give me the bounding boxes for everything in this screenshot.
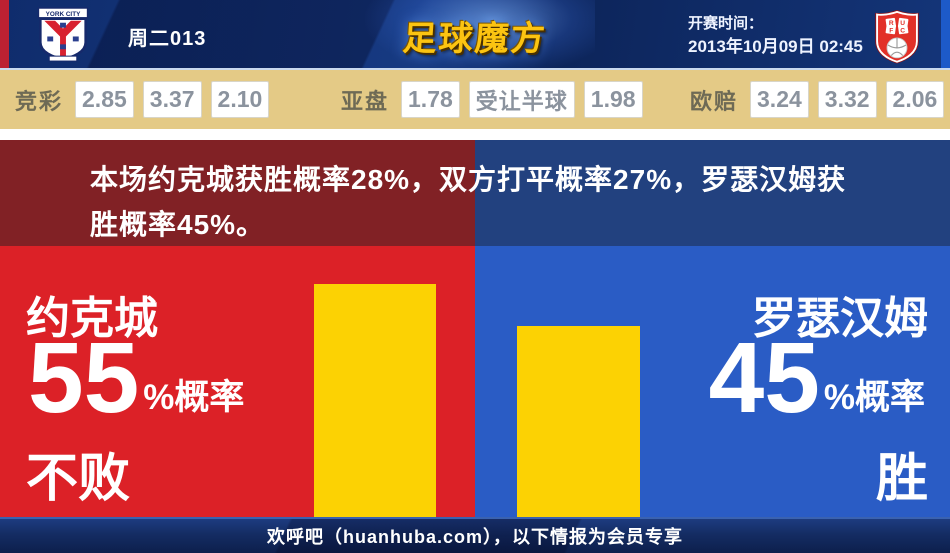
sporttery-away-odds: 2.10	[210, 81, 270, 118]
away-probability: 45 %概率	[708, 322, 925, 434]
asian-handicap-line: 受让半球	[468, 81, 575, 118]
footer: 欢呼吧（huanhuba.com），以下情报为会员专享	[0, 517, 950, 553]
away-percent-value: 45	[708, 322, 820, 434]
prediction-banner: 本场约克城获胜概率28%，双方打平概率27%，罗瑟汉姆获胜概率45%。	[0, 140, 950, 246]
svg-text:YORK CITY: YORK CITY	[46, 11, 81, 18]
separator	[0, 129, 950, 140]
odds-group-asian-handicap: 亚盘 1.78 受让半球 1.98	[341, 70, 643, 129]
home-team-name: 约克城	[26, 294, 158, 343]
odds-group-sporttery: 竞彩 2.85 3.37 2.10	[15, 70, 270, 129]
odds-group-european: 欧赔 3.24 3.32 2.06	[690, 70, 945, 129]
svg-text:U: U	[900, 20, 905, 27]
sporttery-home-odds: 2.85	[75, 81, 134, 118]
home-probability: 55 %概率	[28, 322, 245, 434]
european-draw-odds: 3.32	[817, 81, 877, 118]
probability-panels: 约克城 55 %概率 不败 罗瑟汉姆 45 %概率 胜	[0, 246, 950, 517]
away-percent-suffix: %概率	[823, 378, 925, 417]
kickoff-datetime: 2013年10月09日 02:45	[688, 37, 863, 56]
european-away-odds: 2.06	[885, 81, 945, 118]
home-probability-bar	[314, 284, 436, 517]
svg-text:F: F	[889, 28, 893, 35]
asian-handicap-label: 亚盘	[341, 88, 390, 114]
match-id: 周二013	[128, 28, 207, 50]
banner-red-half	[0, 140, 475, 246]
asian-handicap-home-odds: 1.78	[401, 81, 460, 118]
banner-blue-half	[475, 140, 950, 246]
european-odds-label: 欧赔	[690, 88, 739, 114]
logo-glow	[365, 0, 595, 75]
home-percent-suffix: %概率	[143, 378, 245, 417]
odds-bar: 竞彩 2.85 3.37 2.10 亚盘 1.78 受让半球 1.98 欧赔 3…	[0, 70, 950, 129]
asian-handicap-away-odds: 1.98	[583, 81, 643, 118]
home-outcome-label: 不败	[26, 450, 131, 508]
away-probability-bar	[517, 326, 640, 517]
sporttery-label: 竞彩	[15, 88, 64, 114]
away-outcome-label: 胜	[875, 450, 928, 508]
header: YORK CITY 周二013 足球魔方 开赛时间： 2013年10月09日 0…	[0, 0, 950, 75]
european-home-odds: 3.24	[750, 81, 809, 118]
header-right-blue-strip	[941, 0, 950, 68]
svg-text:R: R	[889, 20, 894, 27]
svg-text:C: C	[900, 28, 905, 35]
kickoff-label: 开赛时间：	[688, 15, 764, 32]
kickoff-info: 开赛时间： 2013年10月09日 02:45	[688, 13, 863, 59]
home-percent-value: 55	[28, 322, 140, 434]
rotherham-united-crest-icon: R U F C	[873, 9, 921, 69]
prediction-text: 本场约克城获胜概率28%，双方打平概率27%，罗瑟汉姆获胜概率45%。	[90, 164, 847, 240]
header-left-red-strip	[0, 0, 9, 68]
york-city-crest-icon: YORK CITY	[31, 7, 95, 69]
away-team-name: 罗瑟汉姆	[752, 294, 928, 343]
footer-text: 欢呼吧（huanhuba.com），以下情报为会员专享	[266, 527, 683, 547]
sporttery-draw-odds: 3.37	[142, 81, 202, 118]
